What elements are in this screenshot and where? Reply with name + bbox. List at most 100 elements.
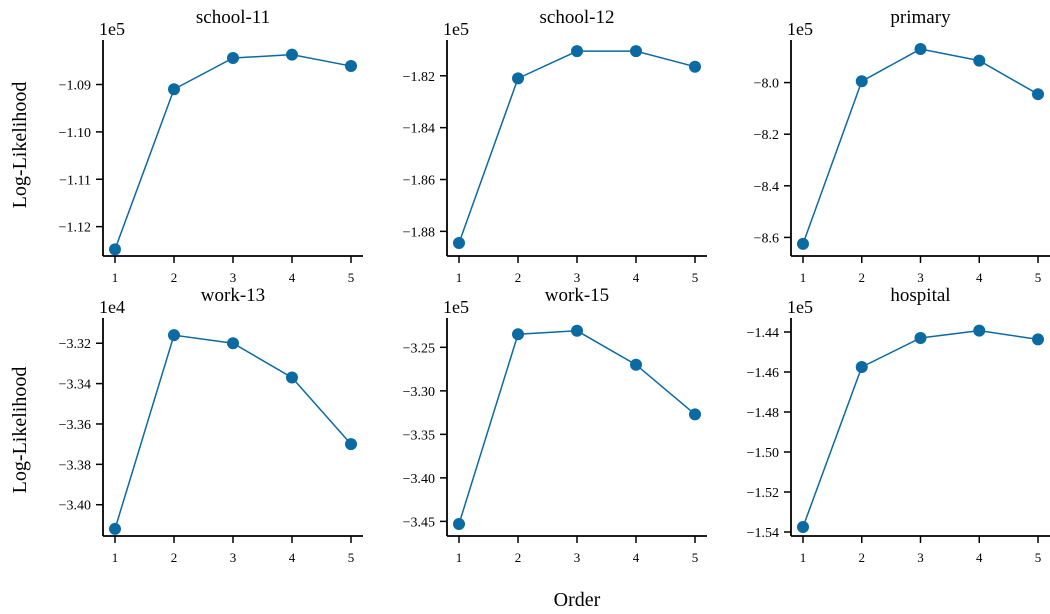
x-tick-label: 3 bbox=[574, 270, 581, 285]
data-point bbox=[855, 361, 868, 373]
series-line bbox=[114, 334, 352, 530]
y-tick-label: −3.25 bbox=[403, 341, 435, 356]
data-point bbox=[345, 438, 357, 451]
scale-label: 1e4 bbox=[99, 297, 125, 317]
y-tick-label: −1.54 bbox=[747, 526, 779, 541]
data-point bbox=[168, 329, 180, 342]
y-tick-label: −3.30 bbox=[403, 385, 435, 400]
x-tick-label: 4 bbox=[289, 550, 296, 565]
series-line bbox=[802, 329, 1039, 528]
x-tick-label: 1 bbox=[456, 550, 463, 565]
data-point bbox=[797, 521, 809, 533]
data-point bbox=[630, 45, 642, 58]
x-tick-label: 5 bbox=[348, 270, 355, 285]
x-tick-label: 2 bbox=[515, 550, 522, 565]
x-tick-label: 4 bbox=[976, 550, 983, 565]
panel-title: hospital bbox=[890, 285, 950, 306]
data-point bbox=[689, 60, 701, 73]
data-point bbox=[973, 54, 986, 67]
y-tick-label: −1.46 bbox=[747, 366, 779, 381]
y-tick-label: −1.50 bbox=[747, 446, 779, 461]
panel-work-13: work-13 1e4 −3.40 −3.38 −3.36 −3.34 −3.32 1 2 3 4 5 bbox=[59, 285, 363, 565]
y-tick-label: −1.09 bbox=[59, 79, 91, 94]
data-point bbox=[689, 408, 701, 421]
x-tick-label: 4 bbox=[976, 270, 983, 285]
x-tick-label: 3 bbox=[574, 550, 581, 565]
x-tick-label: 2 bbox=[515, 270, 522, 285]
y-tick-label: −3.34 bbox=[59, 378, 91, 393]
y-tick-label: −1.84 bbox=[403, 122, 435, 137]
data-point bbox=[109, 522, 121, 535]
y-axis-label-top: Log-Likelihood bbox=[9, 82, 31, 209]
x-tick-label: 1 bbox=[456, 270, 463, 285]
y-tick-label: −3.32 bbox=[59, 337, 91, 352]
panel-hospital: hospital 1e5 −1.54 −1.52 −1.50 −1.48 −1.46 −1.4… bbox=[747, 285, 1050, 565]
scale-label: 1e5 bbox=[99, 19, 125, 39]
x-tick-label: 3 bbox=[230, 270, 237, 285]
data-point bbox=[571, 324, 583, 337]
data-point bbox=[1032, 333, 1044, 346]
panel-work-15: work-15 1e5 −3.45 −3.40 −3.35 −3.30 −3.25 1 2 3 4 5 bbox=[403, 285, 707, 565]
y-tick-label: −3.35 bbox=[403, 428, 435, 443]
data-point bbox=[286, 371, 298, 384]
y-tick-label: −1.82 bbox=[403, 70, 435, 85]
x-tick-label: 5 bbox=[1035, 270, 1042, 285]
y-tick-label: −1.52 bbox=[747, 486, 779, 501]
x-tick-label: 1 bbox=[800, 270, 807, 285]
data-point bbox=[168, 83, 180, 96]
x-tick-label: 3 bbox=[230, 550, 237, 565]
y-tick-label: −1.88 bbox=[403, 225, 435, 240]
data-point bbox=[227, 337, 239, 350]
data-point bbox=[973, 324, 986, 337]
scale-label: 1e5 bbox=[787, 297, 813, 317]
data-point bbox=[571, 45, 583, 58]
x-tick-label: 3 bbox=[917, 550, 924, 565]
data-point bbox=[512, 328, 524, 341]
scale-label: 1e5 bbox=[787, 19, 813, 39]
data-point bbox=[453, 237, 465, 250]
y-tick-label: −3.40 bbox=[403, 472, 435, 487]
panel-primary: primary 1e5 −8.6 −8.4 −8.2 −8.0 1 2 3 4 5 bbox=[754, 7, 1050, 285]
y-tick-label: −1.86 bbox=[403, 174, 435, 189]
data-point bbox=[1032, 88, 1044, 101]
data-point bbox=[914, 332, 927, 344]
x-tick-label: 1 bbox=[800, 550, 807, 565]
x-tick-label: 4 bbox=[289, 270, 296, 285]
data-point bbox=[630, 358, 642, 371]
panel-title: work-13 bbox=[201, 285, 265, 306]
series-line bbox=[802, 48, 1039, 245]
y-tick-label: −3.36 bbox=[59, 418, 91, 433]
y-tick-label: −1.12 bbox=[59, 221, 91, 236]
data-point bbox=[345, 60, 357, 73]
y-tick-label: −1.11 bbox=[59, 173, 91, 188]
x-tick-label: 5 bbox=[348, 550, 355, 565]
scale-label: 1e5 bbox=[443, 19, 469, 39]
x-tick-label: 5 bbox=[692, 270, 699, 285]
x-tick-label: 4 bbox=[633, 270, 640, 285]
panel-title: work-15 bbox=[545, 285, 609, 306]
y-tick-label: −8.2 bbox=[754, 128, 779, 143]
x-tick-label: 2 bbox=[859, 270, 866, 285]
y-tick-label: −3.40 bbox=[59, 499, 91, 514]
data-point bbox=[227, 52, 239, 64]
scale-label: 1e5 bbox=[443, 297, 469, 317]
series-line bbox=[114, 53, 352, 250]
y-tick-label: −1.44 bbox=[747, 326, 779, 341]
x-tick-label: 2 bbox=[859, 550, 866, 565]
y-axis-label-bottom: Log-Likelihood bbox=[9, 367, 31, 494]
panel-title: school-11 bbox=[196, 7, 270, 28]
data-point bbox=[855, 75, 868, 88]
data-point bbox=[914, 43, 927, 56]
y-tick-label: −3.38 bbox=[59, 458, 91, 473]
series-line bbox=[458, 330, 696, 525]
y-tick-label: −8.6 bbox=[754, 231, 779, 246]
y-tick-label: −8.4 bbox=[754, 180, 779, 195]
x-tick-label: 1 bbox=[112, 550, 119, 565]
x-tick-label: 1 bbox=[112, 270, 119, 285]
x-axis-label: Order bbox=[554, 589, 601, 611]
series-line bbox=[458, 50, 696, 244]
data-point bbox=[797, 237, 809, 250]
x-tick-label: 5 bbox=[1035, 550, 1042, 565]
panel-title: school-12 bbox=[540, 7, 615, 28]
y-tick-label: −8.0 bbox=[754, 77, 779, 92]
